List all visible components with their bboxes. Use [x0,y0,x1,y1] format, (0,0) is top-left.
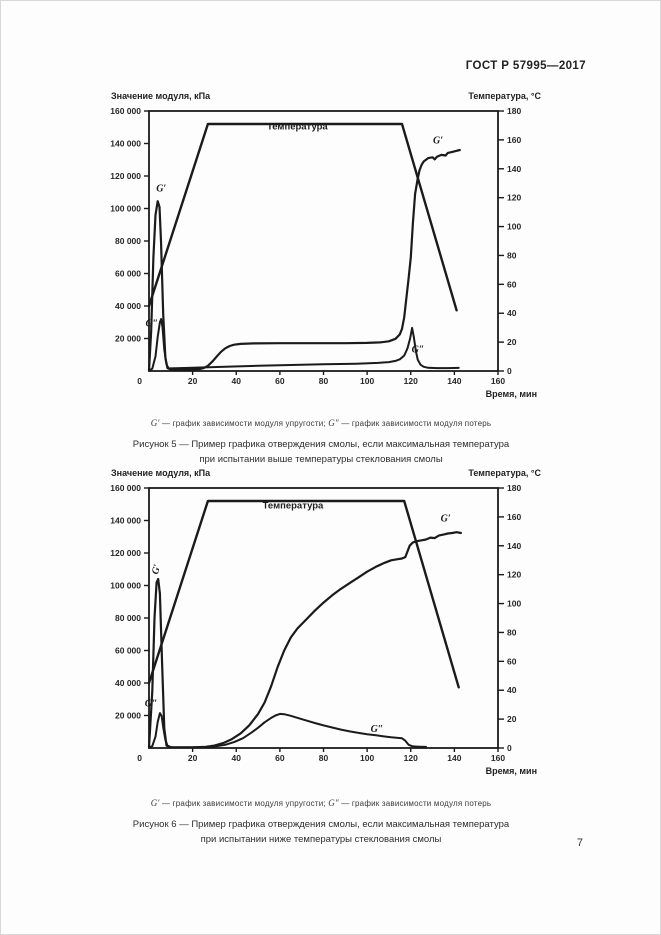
right-tick-label: 140 [507,541,521,551]
right-tick-label: 20 [507,714,517,724]
right-axis-title: Температура, °С [468,468,541,478]
left-tick-label: 20 000 [115,334,141,344]
left-axis-title: Значение модуля, кПа [111,91,211,101]
right-tick-label: 180 [507,483,521,493]
x-tick-label: 20 [188,376,198,386]
right-tick-label: 160 [507,512,521,522]
right-tick-label: 60 [507,279,517,289]
right-tick-label: 120 [507,193,521,203]
legend-text: — график зависимости модуля потерь [338,799,492,808]
x-tick-label: 140 [447,376,461,386]
x-tick-label: 60 [275,376,285,386]
right-tick-label: 180 [507,106,521,116]
document-number: ГОСТ Р 57995—2017 [465,60,586,72]
right-tick-label: 120 [507,570,521,580]
right-tick-label: 0 [507,743,512,753]
figure-6-caption: Рисунок 6 — Пример графика отверждения с… [71,817,571,847]
series-temperature [147,499,460,689]
right-tick-label: 80 [507,627,517,637]
x-tick-label: 40 [232,376,242,386]
x-tick-label: 40 [232,753,242,763]
x-tick-label: 100 [360,753,374,763]
left-tick-label: 140 000 [110,516,141,526]
x-tick-label: 140 [447,753,461,763]
left-tick-label: 40 000 [115,301,141,311]
right-axis-title: Температура, °С [468,91,541,101]
x-tick-label: 160 [491,753,505,763]
left-tick-label: 100 000 [110,581,141,591]
left-tick-label: 80 000 [115,613,141,623]
x-tick-label: 120 [404,753,418,763]
left-axis-title: Значение модуля, кПа [111,468,211,478]
temperature-label: Температура [263,500,324,511]
figure-6-cure-chart: 20 000 40 000 60 000 80 000 100 000 120 000 14… [110,468,541,776]
left-tick-label: 140 000 [110,139,141,149]
left-tick-label: 160 000 [110,483,141,493]
series-label: G″ [145,699,158,710]
right-tick-label: 80 [507,250,517,260]
right-tick-label: 140 [507,164,521,174]
figure-5-cure-chart: 20 000 40 000 60 000 80 000 100 000 120 000 14… [110,91,541,399]
x-tick-label: 120 [404,376,418,386]
left-tick-label: 120 000 [110,548,141,558]
origin-zero-label: 0 [137,376,142,386]
right-tick-label: 100 [507,599,521,609]
series-label: G′ [433,136,443,147]
legend-text: — график зависимости модуля упругости; [159,419,329,428]
g-double-prime-symbol: G″ [328,798,339,808]
legend-text: — график зависимости модуля потерь [338,419,492,428]
series-modulus [147,531,462,749]
g-prime-symbol: G′ [150,798,160,808]
left-tick-label: 60 000 [115,646,141,656]
temperature-label: Температура [267,122,328,133]
caption-line: Рисунок 6 — Пример графика отверждения с… [132,818,510,830]
series-label: G″ [145,318,158,329]
x-tick-label: 160 [491,376,505,386]
series-label: G′ [441,513,451,524]
figure-5-caption: Рисунок 5 — Пример графика отверждения с… [71,437,571,467]
left-tick-label: 120 000 [110,171,141,181]
right-tick-label: 160 [507,135,521,145]
g-prime-symbol: G′ [150,418,160,428]
right-tick-label: 20 [507,337,517,347]
plot-border [148,110,499,372]
page-number: 7 [576,837,583,849]
legend-text: — график зависимости модуля упругости; [159,799,329,808]
series-modulus [148,318,460,372]
x-tick-label: 80 [319,753,329,763]
series-modulus [148,712,427,749]
series-label: G′ [156,183,166,194]
left-tick-label: 160 000 [110,106,141,116]
series-temperature [147,122,458,312]
right-tick-label: 40 [507,308,517,318]
g-double-prime-symbol: G″ [328,418,339,428]
series-label: G″ [412,344,425,355]
series-label: G′ [150,563,163,576]
left-tick-label: 100 000 [110,204,141,214]
x-axis-title: Время, мин [486,766,537,776]
right-tick-label: 100 [507,222,521,232]
series-label: G″ [371,724,384,735]
right-tick-label: 40 [507,685,517,695]
right-tick-label: 0 [507,366,512,376]
left-tick-label: 20 000 [115,711,141,721]
origin-zero-label: 0 [137,753,142,763]
figure-6-legend-note: G′ — график зависимости модуля упругости… [71,798,571,808]
x-tick-label: 100 [360,376,374,386]
plot-border [148,487,499,749]
right-tick-label: 60 [507,656,517,666]
caption-line: при испытании ниже температуры стеклован… [200,833,442,845]
x-axis-title: Время, мин [486,389,537,399]
figure-5-legend-note: G′ — график зависимости модуля упругости… [71,418,571,428]
left-tick-label: 60 000 [115,269,141,279]
x-tick-label: 20 [188,753,198,763]
x-tick-label: 80 [319,376,329,386]
caption-line: при испытании выше температуры стеклован… [199,453,443,465]
left-tick-label: 80 000 [115,236,141,246]
caption-line: Рисунок 5 — Пример графика отверждения с… [132,438,510,450]
x-tick-label: 60 [275,753,285,763]
left-tick-label: 40 000 [115,678,141,688]
